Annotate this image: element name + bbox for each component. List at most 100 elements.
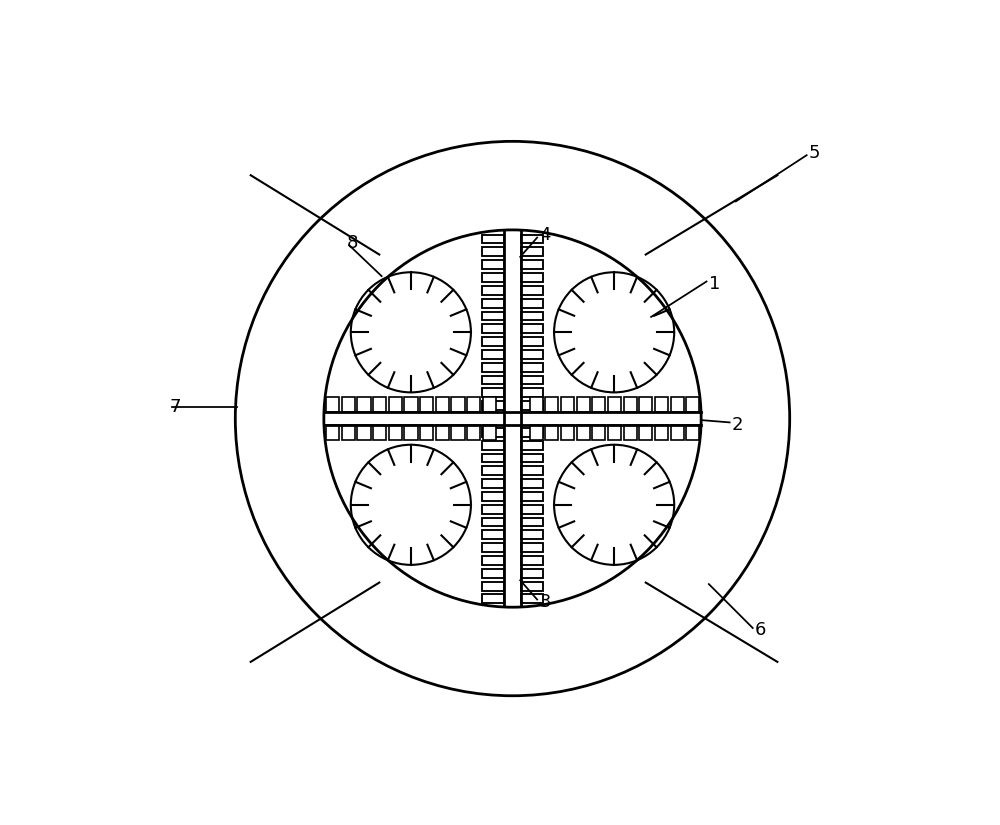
- Bar: [404, 397, 418, 412]
- Bar: [451, 397, 465, 412]
- Bar: [521, 428, 543, 436]
- Bar: [482, 466, 504, 475]
- Bar: [482, 582, 504, 591]
- Bar: [482, 517, 504, 526]
- Text: 6: 6: [755, 621, 766, 639]
- Bar: [483, 426, 496, 440]
- Bar: [521, 248, 543, 257]
- Bar: [592, 397, 605, 412]
- Bar: [373, 397, 386, 412]
- Bar: [357, 397, 371, 412]
- Bar: [482, 375, 504, 384]
- Bar: [436, 397, 449, 412]
- Bar: [561, 426, 574, 440]
- Bar: [451, 426, 465, 440]
- Bar: [639, 397, 652, 412]
- Bar: [521, 401, 543, 410]
- Bar: [482, 401, 504, 410]
- Bar: [577, 397, 590, 412]
- Bar: [373, 426, 386, 440]
- Bar: [521, 234, 543, 243]
- Bar: [467, 426, 480, 440]
- Bar: [608, 426, 621, 440]
- Bar: [521, 582, 543, 591]
- Bar: [482, 454, 504, 462]
- Bar: [521, 466, 543, 475]
- Bar: [482, 479, 504, 488]
- Bar: [521, 337, 543, 346]
- Bar: [521, 350, 543, 359]
- Bar: [655, 397, 668, 412]
- Bar: [482, 337, 504, 346]
- Bar: [482, 286, 504, 295]
- Bar: [624, 426, 637, 440]
- Bar: [521, 517, 543, 526]
- Bar: [482, 595, 504, 603]
- Bar: [592, 426, 605, 440]
- Bar: [521, 543, 543, 552]
- Bar: [671, 397, 684, 412]
- Bar: [482, 441, 504, 450]
- Bar: [482, 492, 504, 501]
- Bar: [482, 260, 504, 269]
- Bar: [608, 397, 621, 412]
- Bar: [389, 397, 402, 412]
- Bar: [521, 299, 543, 308]
- Bar: [326, 397, 339, 412]
- Bar: [483, 397, 496, 412]
- Text: 3: 3: [539, 593, 551, 610]
- Bar: [545, 426, 558, 440]
- Bar: [521, 324, 543, 333]
- Bar: [467, 397, 480, 412]
- Bar: [521, 530, 543, 540]
- Bar: [326, 426, 339, 440]
- Bar: [521, 260, 543, 269]
- Bar: [655, 426, 668, 440]
- Bar: [521, 312, 543, 320]
- Bar: [482, 543, 504, 552]
- Bar: [482, 312, 504, 320]
- Bar: [482, 569, 504, 578]
- Text: 7: 7: [170, 398, 181, 416]
- Text: 1: 1: [709, 275, 720, 293]
- Bar: [521, 595, 543, 603]
- Bar: [530, 397, 543, 412]
- Bar: [639, 426, 652, 440]
- Bar: [686, 397, 699, 412]
- Bar: [482, 556, 504, 565]
- Bar: [404, 426, 418, 440]
- Bar: [521, 273, 543, 282]
- Bar: [521, 441, 543, 450]
- Bar: [521, 375, 543, 384]
- Bar: [521, 556, 543, 565]
- Bar: [521, 492, 543, 501]
- Bar: [482, 530, 504, 540]
- Bar: [482, 324, 504, 333]
- Bar: [389, 426, 402, 440]
- Bar: [482, 350, 504, 359]
- Bar: [482, 363, 504, 371]
- Text: 2: 2: [732, 416, 743, 434]
- Bar: [482, 389, 504, 398]
- Bar: [521, 569, 543, 578]
- Bar: [357, 426, 371, 440]
- Bar: [521, 363, 543, 371]
- Bar: [521, 505, 543, 514]
- Bar: [482, 428, 504, 436]
- Bar: [561, 397, 574, 412]
- Bar: [420, 426, 433, 440]
- Bar: [671, 426, 684, 440]
- Text: 4: 4: [539, 226, 551, 244]
- Bar: [521, 454, 543, 462]
- Bar: [482, 273, 504, 282]
- Bar: [342, 397, 355, 412]
- Bar: [624, 397, 637, 412]
- Bar: [521, 479, 543, 488]
- Bar: [342, 426, 355, 440]
- Bar: [482, 248, 504, 257]
- Bar: [686, 426, 699, 440]
- Bar: [577, 426, 590, 440]
- Bar: [436, 426, 449, 440]
- Bar: [482, 505, 504, 514]
- Text: 8: 8: [347, 234, 358, 252]
